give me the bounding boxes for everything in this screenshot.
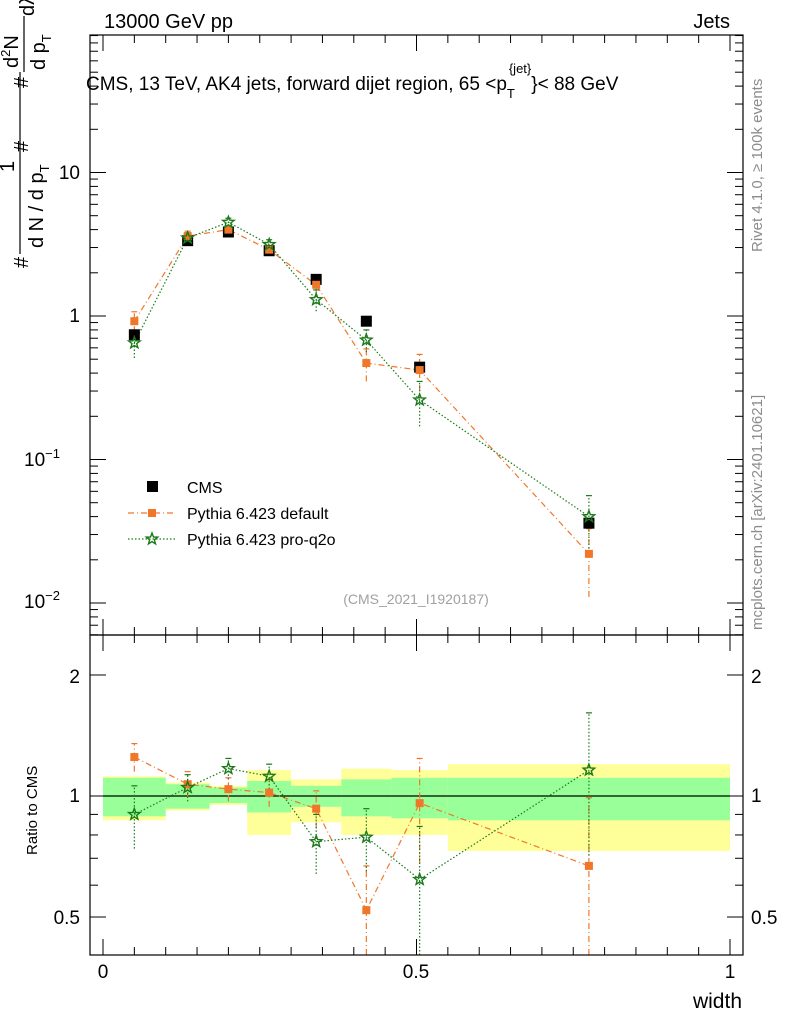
svg-text:#: # [11, 256, 33, 268]
svg-text:#: # [11, 76, 33, 88]
svg-text:d pT: d pT [28, 34, 54, 70]
default-data-point [415, 366, 424, 375]
default-data-point [265, 245, 274, 254]
cms-data-point [360, 315, 372, 327]
xtick-label-0.5: 0.5 [403, 962, 429, 983]
analysis-watermark: (CMS_2021_I1920187) [343, 591, 489, 607]
ratio-ytick-left-0.5: 0.5 [54, 908, 80, 929]
ratio-default-point [130, 753, 139, 762]
header-left: 13000 GeV pp [104, 11, 233, 33]
ratio-default-point [183, 780, 192, 789]
legend-marker-cms [147, 481, 158, 492]
ratio-proq2o-point [358, 829, 374, 844]
main-ylabel: # 1 d N / d pT # # d2N d pT dλ [0, 0, 54, 268]
svg-text:#: # [11, 140, 33, 152]
legend-marker-default [148, 509, 156, 517]
ytick-label-0.1: 10−1 [24, 446, 60, 471]
rivet-label: Rivet 4.1.0, ≥ 100k events [749, 79, 766, 252]
proq2o-data-point [411, 391, 428, 407]
ratio-band-inner [209, 787, 248, 804]
xaxis-label: width [692, 990, 742, 1013]
ratio-proq2o-point [581, 762, 597, 777]
ratio-ytick-right-0.5: 0.5 [751, 908, 777, 929]
proq2o-data-point [308, 291, 324, 307]
proq2o-data-point [581, 508, 597, 524]
ratio-band-inner [247, 780, 292, 813]
legend-label-cms: CMS [187, 480, 223, 497]
ratio-band-inner [103, 777, 166, 817]
ratio-proq2o-point [220, 760, 237, 776]
ratio-default-point [265, 788, 274, 797]
main-title: CMS, 13 TeV, AK4 jets, forward dijet reg… [86, 61, 619, 101]
ratio-default-point [415, 799, 424, 808]
default-data-point [224, 225, 233, 234]
ratio-proq2o-point [180, 779, 196, 794]
ytick-label-0.01: 10−2 [24, 588, 60, 613]
default-series-line [133, 228, 590, 555]
legend-marker-proq2o [144, 531, 160, 546]
ratio-ytick-left-1: 1 [69, 786, 80, 807]
ratio-default-point [312, 804, 321, 813]
proq2o-data-point [179, 229, 196, 245]
cms-data-point [128, 329, 140, 341]
ytick-label-10: 10 [59, 163, 80, 184]
svg-text:d N / d pT: d N / d pT [26, 164, 52, 248]
ratio-proq2o-line [134, 767, 590, 881]
legend-label-proq2o: Pythia 6.423 pro-q2o [187, 532, 336, 549]
svg-text:1: 1 [0, 161, 19, 172]
ratio-band-inner [341, 779, 392, 817]
default-data-point [130, 317, 139, 326]
ratio-ytick-right-1: 1 [751, 786, 762, 807]
mcplots-label: mcplots.cern.ch [arXiv:2401.10621] [749, 395, 766, 630]
header-right: Jets [693, 11, 730, 33]
legend-label-default: Pythia 6.423 default [187, 506, 329, 523]
svg-text:d2N: d2N [0, 35, 23, 68]
proq2o-data-point [358, 331, 374, 347]
default-data-point [362, 359, 371, 368]
svg-text:dλ: dλ [17, 0, 39, 16]
ratio-ylabel: Ratio to CMS [24, 766, 41, 855]
ytick-label-1: 1 [69, 306, 80, 327]
ratio-default-point [584, 861, 593, 870]
ratio-ytick-left-2: 2 [69, 667, 80, 688]
proq2o-data-point [261, 236, 277, 251]
proq2o-series-line [133, 221, 590, 518]
proq2o-data-point [220, 214, 237, 229]
ratio-frame [89, 634, 744, 956]
ratio-proq2o-point [411, 871, 428, 886]
legend: CMS Pythia 6.423 default Pythia 6.423 pr… [128, 480, 336, 549]
default-data-point [183, 232, 192, 241]
proq2o-data-point [126, 334, 143, 350]
legend-star-shape [144, 531, 160, 546]
ratio-default-point [362, 906, 371, 915]
cms-data-point [310, 273, 322, 285]
ratio-proq2o-point [308, 833, 324, 849]
ratio-ytick-right-2: 2 [751, 667, 762, 688]
ratio-proq2o-point [126, 806, 143, 821]
ratio-default-point [224, 785, 233, 794]
ratio-proq2o-point [261, 768, 277, 783]
default-data-point [312, 280, 321, 289]
main-panel [90, 35, 743, 636]
default-data-point [584, 549, 593, 558]
xtick-label-1: 1 [725, 962, 736, 983]
cms-data-point [583, 517, 595, 529]
ratio-panel [90, 635, 743, 955]
xtick-label-0: 0 [98, 962, 109, 983]
